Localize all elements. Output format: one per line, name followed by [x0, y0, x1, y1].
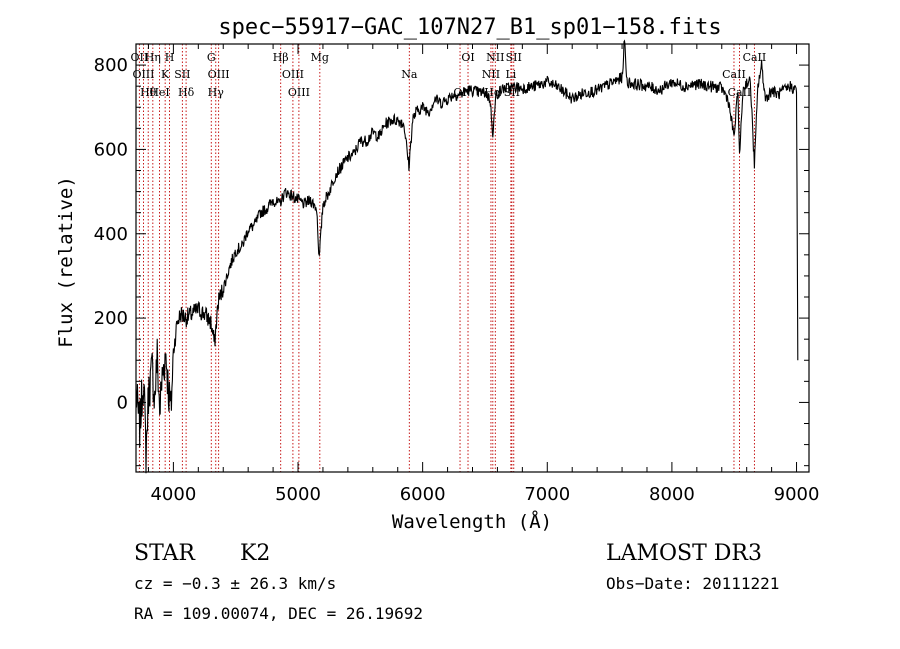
spectrum-series-line — [135, 39, 799, 474]
coordinates-readout: RA = 109.00074, DEC = 26.19692 — [134, 604, 423, 623]
spectral-line-label: Hγ — [208, 86, 225, 99]
obs-date-readout: Obs−Date: 20111221 — [606, 574, 779, 593]
chart-title: spec−55917−GAC_107N27_B1_sp01−158.fits — [218, 15, 721, 40]
x-tick-label: 9000 — [774, 484, 820, 505]
spectral-line-label: OII — [131, 51, 149, 64]
y-tick-label: 0 — [117, 392, 128, 413]
spectral-line-label: G — [207, 51, 216, 64]
spectral-line-label: Hθ — [140, 86, 157, 99]
y-axis-label: Flux (relative) — [55, 176, 77, 348]
spectral-line-label: Na — [401, 68, 418, 81]
spectral-line-label: SII — [174, 68, 190, 81]
spectral-line-label: NII — [482, 68, 500, 81]
spectral-line-label: OIII — [282, 68, 304, 81]
plot-frame — [135, 43, 810, 473]
spectral-line-label: CaII — [722, 68, 746, 81]
spectral-line-label: Li — [505, 68, 516, 81]
spectral-line-label: H — [165, 51, 175, 64]
spectral-line-label: K — [161, 68, 170, 81]
x-tick-label: 6000 — [400, 484, 446, 505]
y-tick-label: 600 — [94, 139, 128, 160]
survey-label: LAMOST DR3 — [606, 541, 762, 566]
axis-ticks — [136, 43, 809, 472]
spectral-line-labels: OII OIII Hθ HηK HeI H SII Hδ G OIII Hγ Hβ OIII OIII Mg… — [131, 51, 767, 99]
class-label: STAR — [134, 541, 196, 566]
x-axis-label: Wavelength (Å) — [392, 510, 552, 533]
spectral-line-label: OIII — [132, 68, 154, 81]
spectral-line-label: Hη — [145, 51, 161, 64]
spectral-line-label: Hβ — [273, 51, 289, 64]
x-tick-label: 8000 — [649, 484, 695, 505]
y-tick-label: 400 — [94, 224, 128, 245]
spectral-line-label: SII — [506, 51, 522, 64]
subclass-label: K2 — [240, 541, 270, 566]
redshift-readout: cz = −0.3 ± 26.3 km/s — [134, 574, 336, 593]
spectral-line-label: OI — [461, 51, 474, 64]
axis-tick-labels: 4000 5000 6000 7000 8000 9000 0 200 400 600 800 — [94, 55, 820, 505]
spectral-line-label: Hδ — [178, 86, 195, 99]
spectral-line-label: NII — [486, 51, 504, 64]
x-tick-label: 7000 — [524, 484, 570, 505]
x-tick-label: 5000 — [275, 484, 321, 505]
x-tick-label: 4000 — [150, 484, 196, 505]
spectral-line-label: HeI — [149, 86, 169, 99]
y-tick-label: 200 — [94, 308, 128, 329]
spectral-line-label: OIII — [288, 86, 310, 99]
spectral-line-label: CaII — [728, 86, 752, 99]
spectral-line-label: CaII — [743, 51, 767, 64]
spectral-line-label: OIII — [208, 68, 230, 81]
spectral-line-label: Mg — [311, 51, 329, 64]
y-tick-label: 800 — [94, 55, 128, 76]
